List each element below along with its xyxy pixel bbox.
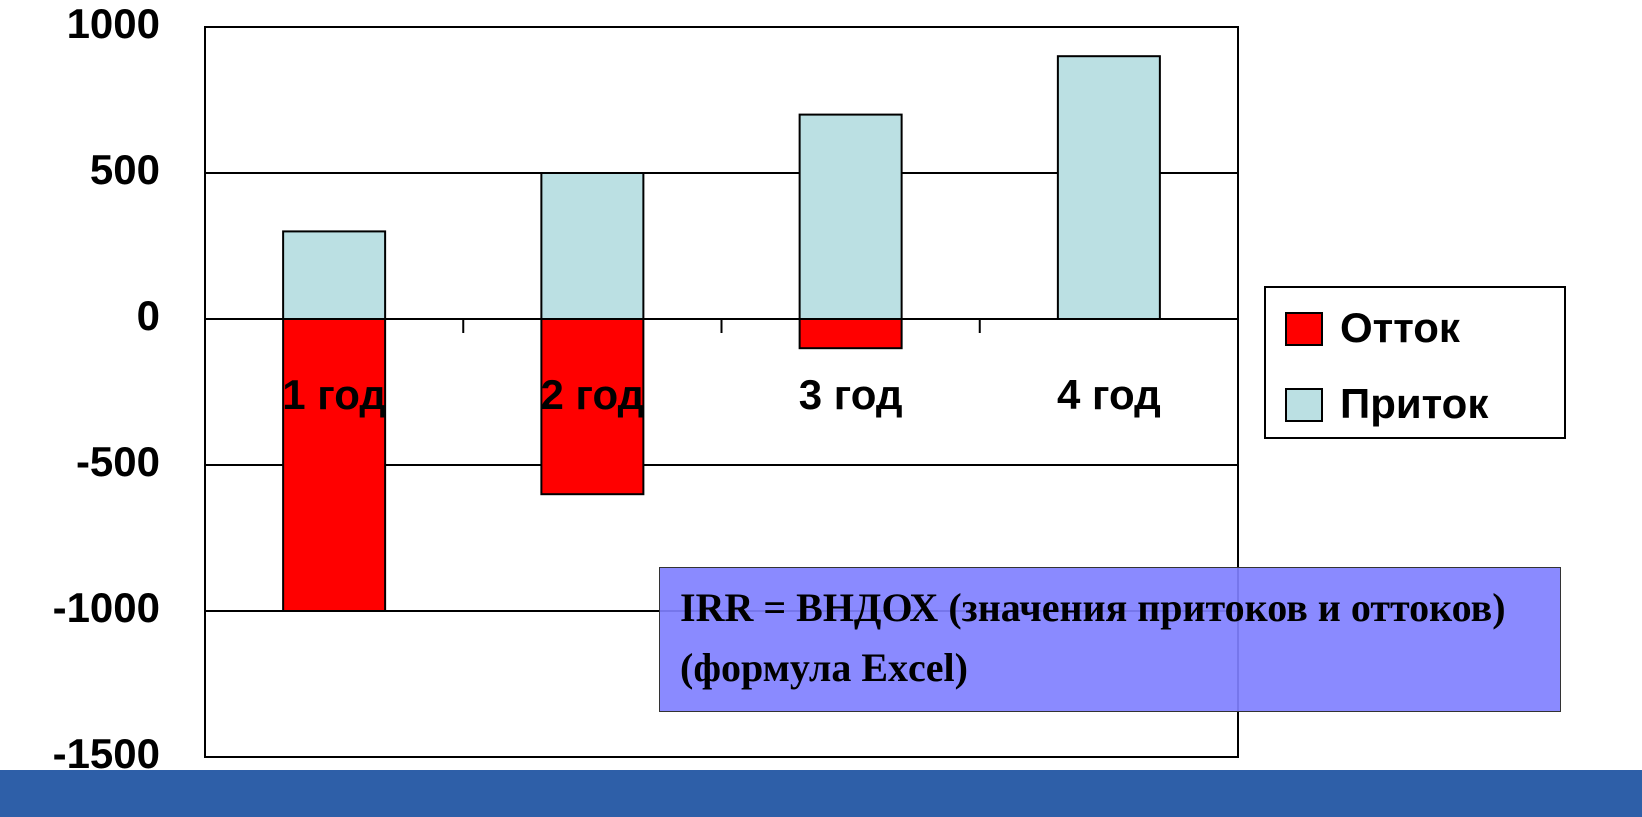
x-tick-label: 2 год: [541, 371, 645, 418]
y-tick-label: -1500: [53, 730, 160, 777]
y-tick-label: -500: [76, 438, 160, 485]
legend-swatch: [1285, 388, 1323, 422]
annotation: IRR = ВНДОХ (значения притоков и оттоков…: [659, 567, 1561, 712]
legend-label: Приток: [1340, 380, 1489, 427]
bar: [540, 318, 645, 496]
legend-label: Отток: [1340, 304, 1461, 351]
y-tick-label: 500: [90, 146, 160, 193]
bar: [798, 113, 903, 320]
bar: [282, 230, 387, 320]
y-tick-label: 0: [137, 292, 160, 339]
y-tick-label: -1000: [53, 584, 160, 631]
x-tick-label: 1 год: [282, 371, 386, 418]
legend-swatch: [1285, 312, 1323, 346]
x-tick-label: 3 год: [799, 371, 903, 418]
bar: [1056, 55, 1161, 320]
bar: [540, 172, 645, 320]
bar: [282, 318, 387, 612]
y-tick-label: 1000: [67, 0, 160, 47]
footer-strip: [0, 770, 1642, 817]
x-tick-label: 4 год: [1057, 371, 1161, 418]
bar: [798, 318, 903, 350]
